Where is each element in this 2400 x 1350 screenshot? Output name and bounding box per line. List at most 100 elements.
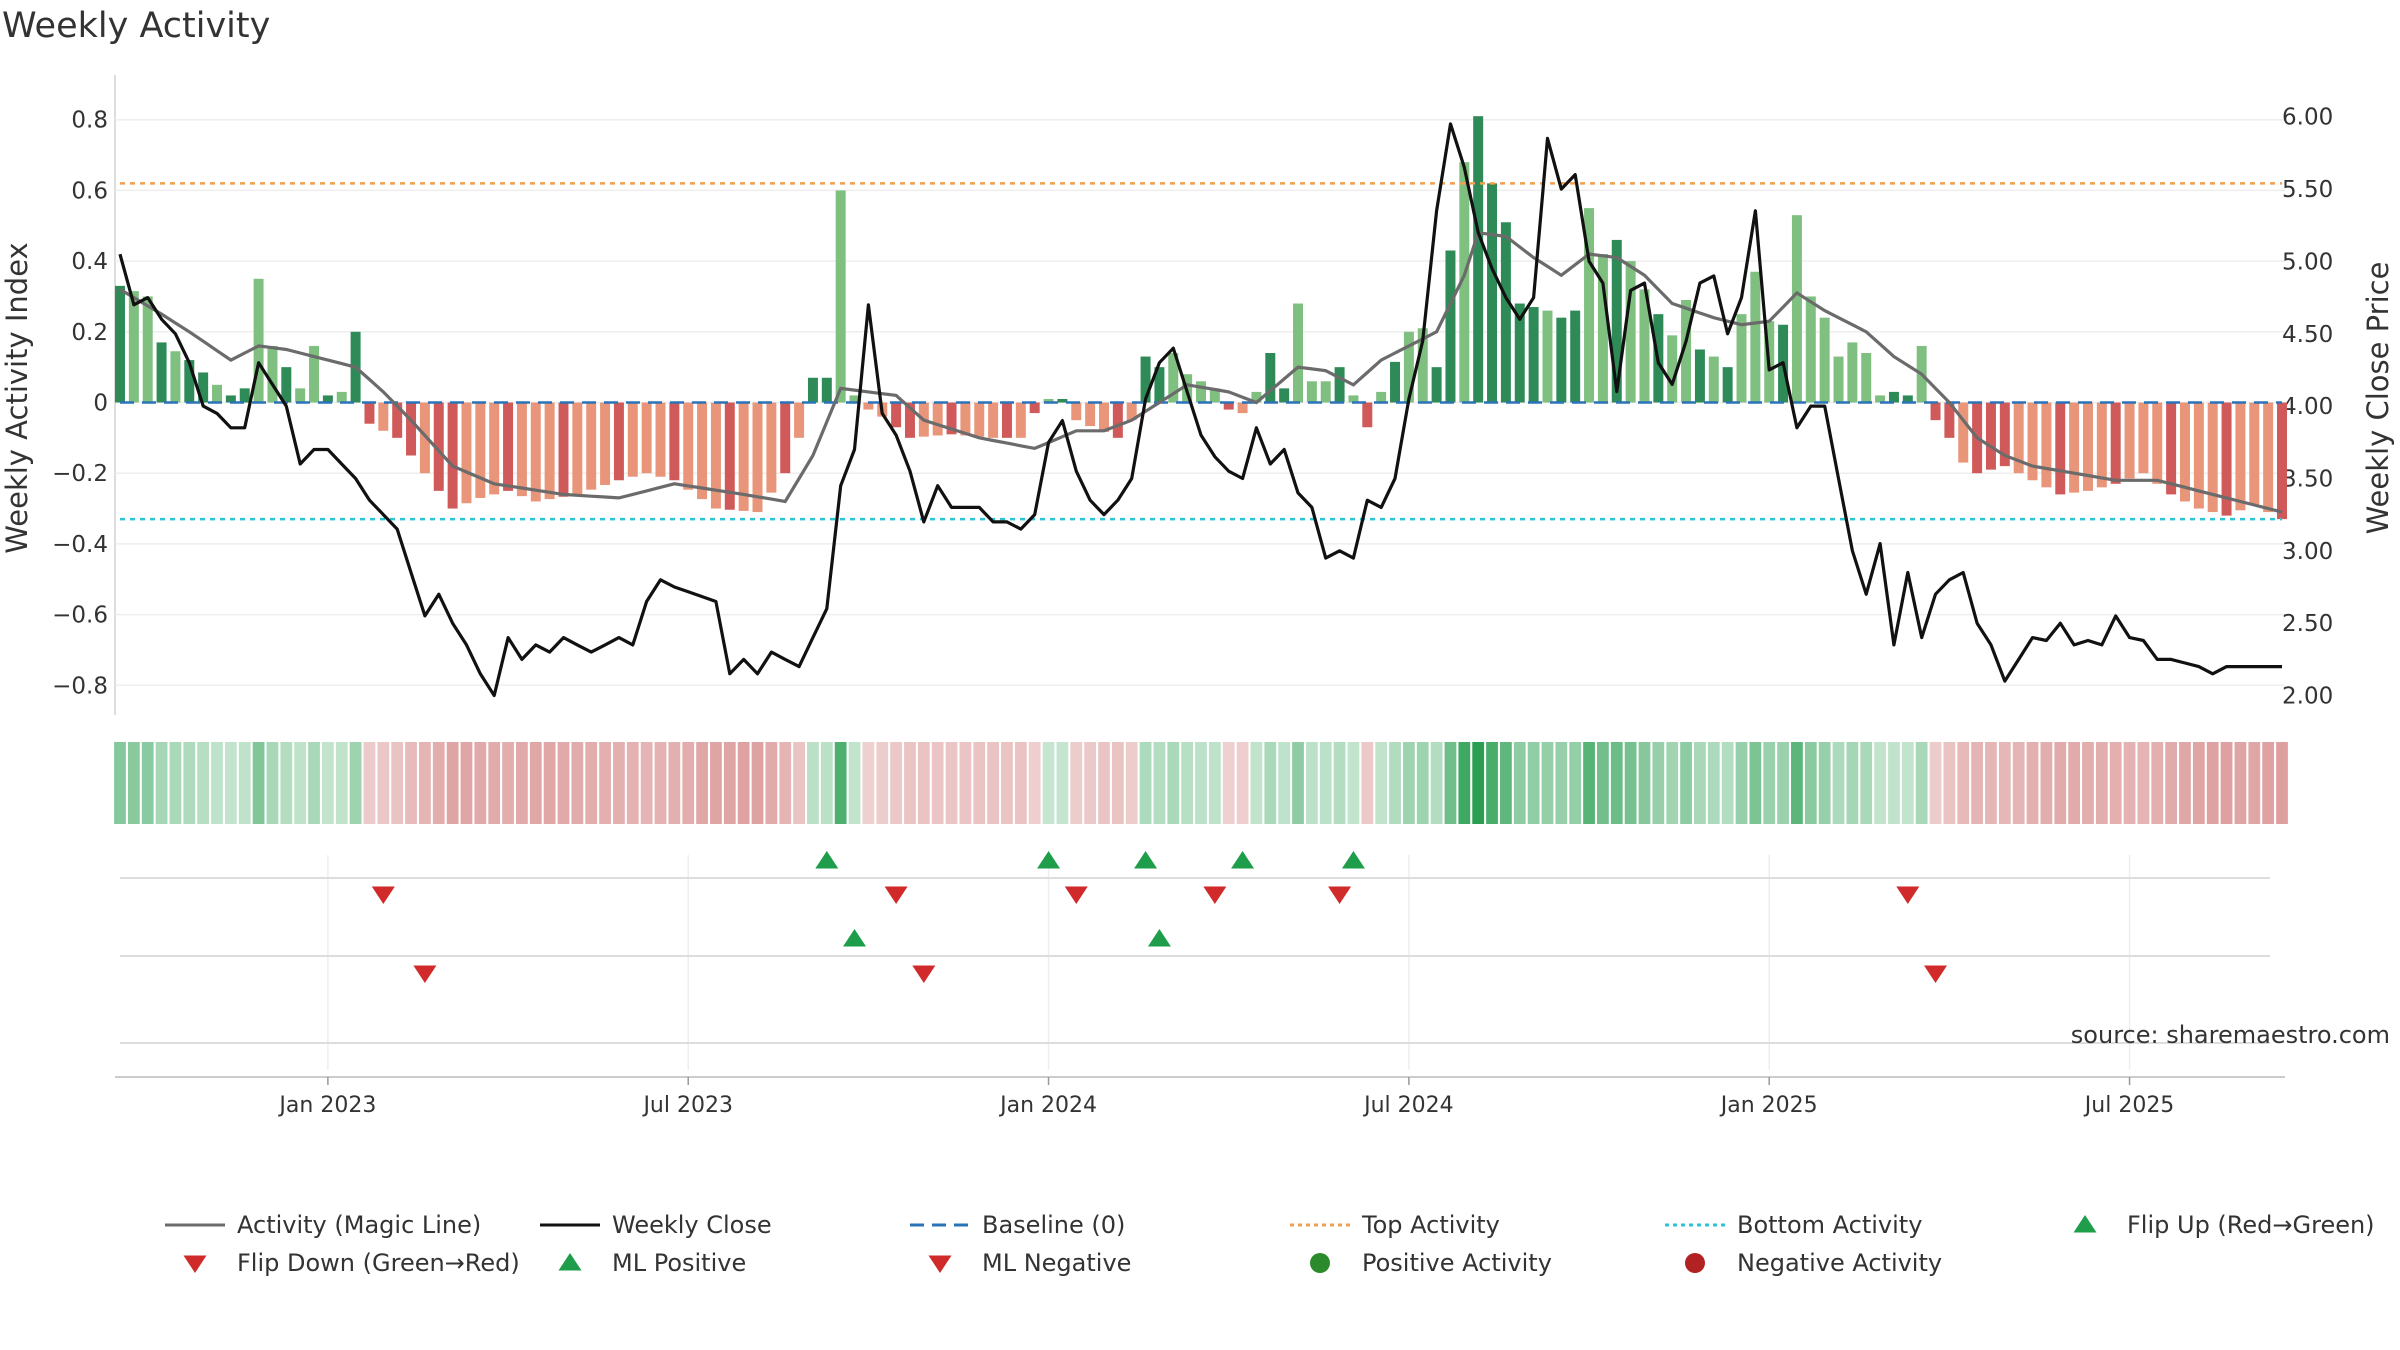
- ml-negative-marker: [912, 965, 936, 983]
- flip-up-marker: [815, 851, 839, 869]
- heat-cell: [1389, 742, 1401, 824]
- activity-bar: [794, 402, 805, 438]
- activity-bar: [212, 384, 223, 403]
- heat-cell: [2012, 742, 2025, 824]
- heat-cell: [2248, 742, 2261, 824]
- y2-axis-label: Weekly Close Price: [2361, 262, 2395, 535]
- heat-cell: [710, 742, 722, 824]
- y-tick-label: −0.8: [52, 673, 108, 699]
- heat-cell: [252, 742, 265, 824]
- heat-cell: [474, 742, 487, 824]
- legend-label: Flip Down (Green→Red): [237, 1249, 520, 1277]
- legend-swatch: [2073, 1215, 2097, 1233]
- activity-bar: [1861, 353, 1872, 403]
- activity-bar: [932, 402, 943, 436]
- x-tick-label: Jul 2025: [2083, 1093, 2175, 1118]
- activity-bar: [184, 360, 195, 403]
- activity-bar: [1584, 208, 1595, 403]
- activity-bar: [2221, 402, 2232, 516]
- heat-cell: [1195, 742, 1207, 824]
- heat-cell: [640, 742, 653, 824]
- heat-cell: [1901, 742, 1914, 824]
- flip-down-marker: [1896, 886, 1920, 904]
- activity-bar: [1819, 317, 1830, 403]
- activity-bar: [1888, 391, 1899, 403]
- heat-cell: [155, 742, 168, 824]
- heat-cell: [1985, 742, 1997, 824]
- heat-cell: [1070, 742, 1083, 824]
- x-tick-label: Jul 2023: [641, 1093, 733, 1118]
- activity-bar: [1362, 402, 1373, 428]
- activity-bar: [1251, 391, 1262, 403]
- activity-bar: [1057, 398, 1068, 403]
- activity-bar: [586, 402, 597, 490]
- activity-bar: [2152, 402, 2163, 484]
- activity-bar: [253, 278, 264, 403]
- activity-bar: [2069, 402, 2080, 493]
- heat-cell: [1098, 742, 1110, 824]
- heat-cell: [973, 742, 986, 824]
- activity-bar: [1473, 116, 1484, 403]
- heat-cell: [890, 742, 902, 824]
- heat-cell: [2262, 742, 2275, 824]
- activity-bar: [1043, 398, 1054, 403]
- heat-cell: [1513, 742, 1526, 824]
- heat-cell: [2095, 742, 2108, 824]
- heat-cell: [1278, 742, 1291, 824]
- activity-bar: [239, 388, 250, 403]
- heat-cell: [945, 742, 958, 824]
- flip-down-marker: [1064, 886, 1088, 904]
- ml-positive-marker: [843, 929, 867, 947]
- activity-bar: [1611, 239, 1622, 403]
- heat-cell: [917, 742, 930, 824]
- activity-bar: [1459, 162, 1470, 403]
- activity-bar: [2041, 402, 2052, 488]
- activity-bar: [1833, 356, 1844, 403]
- activity-bar: [2055, 402, 2066, 495]
- activity-bar: [1750, 271, 1761, 403]
- activity-bar: [1320, 381, 1331, 403]
- activity-bar: [1390, 361, 1401, 403]
- heat-cell: [2151, 742, 2164, 824]
- activity-bar: [683, 402, 694, 490]
- x-tick-label: Jan 2025: [1719, 1093, 1818, 1118]
- activity-bar: [1556, 317, 1567, 403]
- heat-cell: [211, 742, 223, 824]
- activity-bar: [128, 291, 139, 403]
- activity-bar: [198, 372, 209, 403]
- activity-bar: [2179, 402, 2190, 502]
- legend-swatch: [183, 1255, 207, 1273]
- activity-bar: [1154, 367, 1165, 403]
- heat-cell: [446, 742, 459, 824]
- activity-bar: [2235, 402, 2246, 511]
- activity-bar: [1279, 388, 1290, 403]
- legend-swatch: [558, 1253, 582, 1271]
- heat-cell: [1888, 742, 1900, 824]
- activity-bar: [1694, 349, 1705, 403]
- heat-cell: [2040, 742, 2053, 824]
- activity-bar: [1196, 381, 1206, 403]
- heat-cell: [862, 742, 875, 824]
- heat-cell: [1666, 742, 1679, 824]
- heat-cell: [141, 742, 154, 824]
- legend-label: ML Positive: [612, 1249, 746, 1277]
- activity-bar: [835, 190, 846, 403]
- activity-bar: [1999, 402, 2010, 467]
- y2-tick-label: 2.00: [2282, 684, 2333, 710]
- activity-bar: [2027, 402, 2038, 481]
- heat-cell: [2054, 742, 2067, 824]
- heat-cell: [765, 742, 778, 824]
- heat-cell: [1250, 742, 1263, 824]
- activity-bar: [1681, 300, 1692, 403]
- activity-bar: [170, 351, 181, 403]
- heat-cell: [2234, 742, 2247, 824]
- activity-bar: [2110, 402, 2121, 484]
- heat-cell: [1860, 742, 1873, 824]
- x-tick-label: Jul 2024: [1362, 1093, 1454, 1118]
- heat-cell: [502, 742, 514, 824]
- heat-cell: [224, 742, 237, 824]
- activity-bar: [738, 402, 749, 511]
- heat-cell: [1001, 742, 1013, 824]
- heat-cell: [1167, 742, 1180, 824]
- heat-cell: [1874, 742, 1886, 824]
